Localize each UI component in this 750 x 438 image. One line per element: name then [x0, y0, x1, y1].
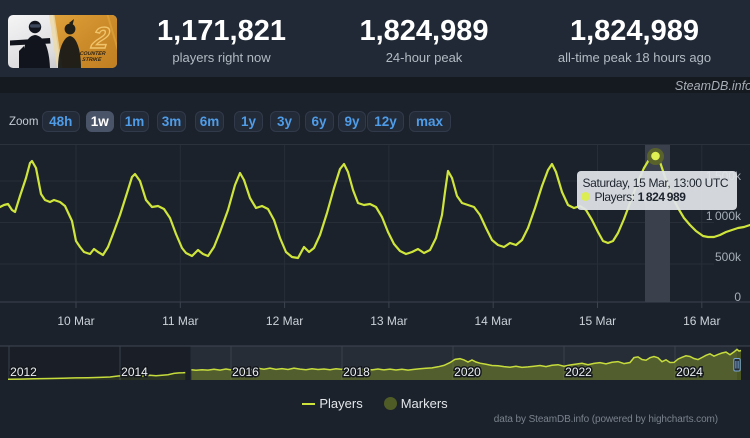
svg-text:2014: 2014: [121, 365, 148, 379]
svg-text:2012: 2012: [10, 365, 37, 379]
svg-text:STRIKE: STRIKE: [82, 56, 102, 62]
svg-text:2024: 2024: [676, 365, 703, 379]
svg-text:2: 2: [89, 22, 112, 55]
svg-text:2020: 2020: [454, 365, 481, 379]
svg-text:2022: 2022: [565, 365, 592, 379]
svg-text:2018: 2018: [343, 365, 370, 379]
svg-text:2016: 2016: [232, 365, 259, 379]
svg-text:COUNTER: COUNTER: [79, 51, 106, 57]
